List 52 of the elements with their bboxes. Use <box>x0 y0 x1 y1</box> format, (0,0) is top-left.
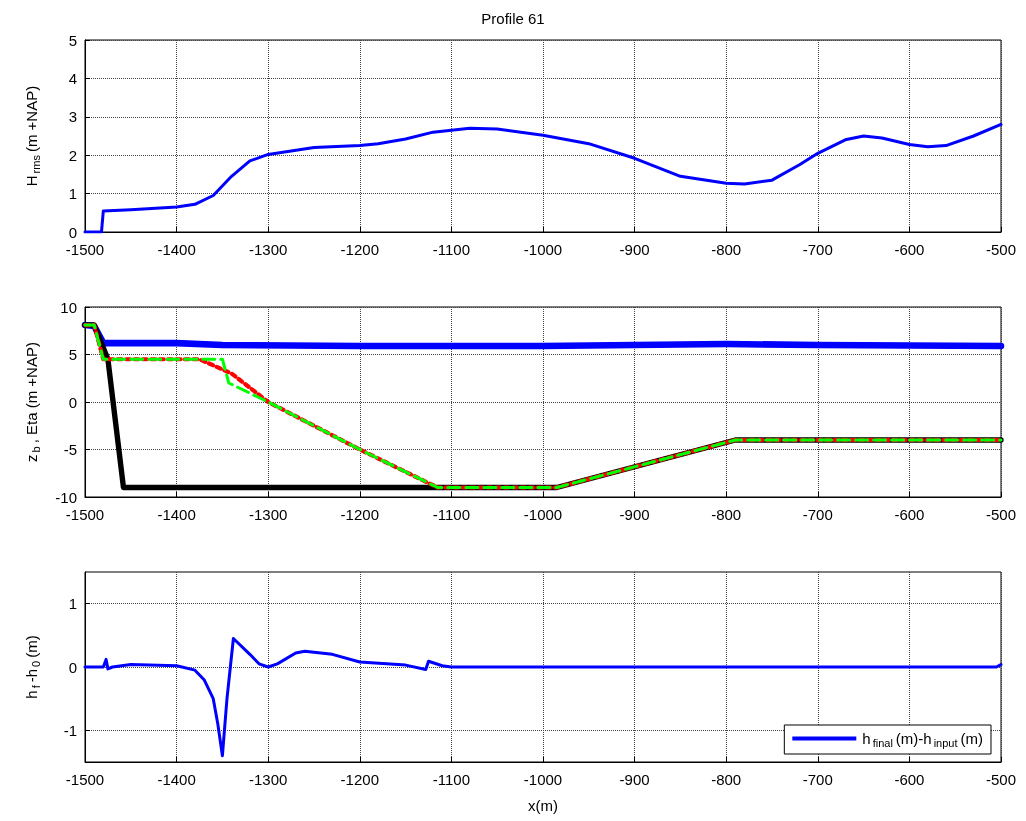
x-tick-label: -500 <box>985 771 1017 788</box>
x-axis-title: x(m) <box>528 797 558 814</box>
x-tick-label: -500 <box>985 241 1017 258</box>
x-tick-label: -700 <box>802 241 833 258</box>
x-tick-label: -600 <box>894 506 925 523</box>
x-tick-label: -1100 <box>432 771 471 788</box>
y-tick-label: 0 <box>68 223 77 241</box>
y-tick-label: 0 <box>68 393 77 411</box>
y-axis-title: zb, Eta (m +NAP) <box>23 342 42 462</box>
x-tick-label: -700 <box>802 506 833 523</box>
x-tick-label: -600 <box>894 241 925 258</box>
y-axis-title: Hrms(m +NAP) <box>23 85 42 187</box>
y-tick-label: -10 <box>55 488 77 506</box>
x-tick-label: -1300 <box>249 771 288 788</box>
x-tick-label: -500 <box>985 506 1017 523</box>
x-tick-label: -1000 <box>523 241 563 258</box>
x-tick-label: -800 <box>711 241 742 258</box>
y-tick-label: -5 <box>63 441 77 458</box>
x-tick-label: -1200 <box>340 241 379 258</box>
y-tick-label: 2 <box>68 146 77 164</box>
y-tick-label: 0 <box>68 658 77 676</box>
y-tick-label: -1 <box>63 721 77 739</box>
x-tick-label: -1400 <box>157 771 196 788</box>
y-tick-label: 5 <box>68 346 77 363</box>
x-tick-label: -600 <box>894 771 925 788</box>
x-tick-label: -1000 <box>523 506 563 523</box>
x-tick-label: -1500 <box>65 771 105 788</box>
x-tick-label: -900 <box>619 771 650 788</box>
x-tick-label: -1500 <box>65 241 105 258</box>
x-tick-label: -1000 <box>523 771 563 788</box>
x-tick-label: -1100 <box>432 241 471 258</box>
chart-title: Profile 61 <box>481 10 545 27</box>
x-tick-label: -900 <box>619 241 650 258</box>
y-tick-label: 4 <box>68 69 77 87</box>
x-tick-label: -1500 <box>65 506 105 523</box>
x-tick-label: -1300 <box>249 241 288 258</box>
x-tick-label: -1200 <box>340 506 379 523</box>
x-tick-label: -1200 <box>340 771 379 788</box>
x-tick-label: -800 <box>711 771 742 788</box>
x-tick-label: -1100 <box>432 506 471 523</box>
y-tick-label: 5 <box>68 31 77 49</box>
y-axis-title: hf-h0(m) <box>23 635 42 699</box>
y-tick-label: 1 <box>68 185 77 203</box>
x-tick-label: -1300 <box>249 506 288 523</box>
x-tick-label: -800 <box>711 506 742 523</box>
x-tick-label: -1400 <box>157 506 196 523</box>
x-tick-label: -1400 <box>157 241 196 258</box>
y-tick-label: 10 <box>60 298 77 316</box>
y-tick-label: 3 <box>68 108 77 126</box>
y-tick-label: 1 <box>68 595 77 613</box>
x-tick-label: -900 <box>619 506 650 523</box>
x-tick-label: -700 <box>802 771 833 788</box>
